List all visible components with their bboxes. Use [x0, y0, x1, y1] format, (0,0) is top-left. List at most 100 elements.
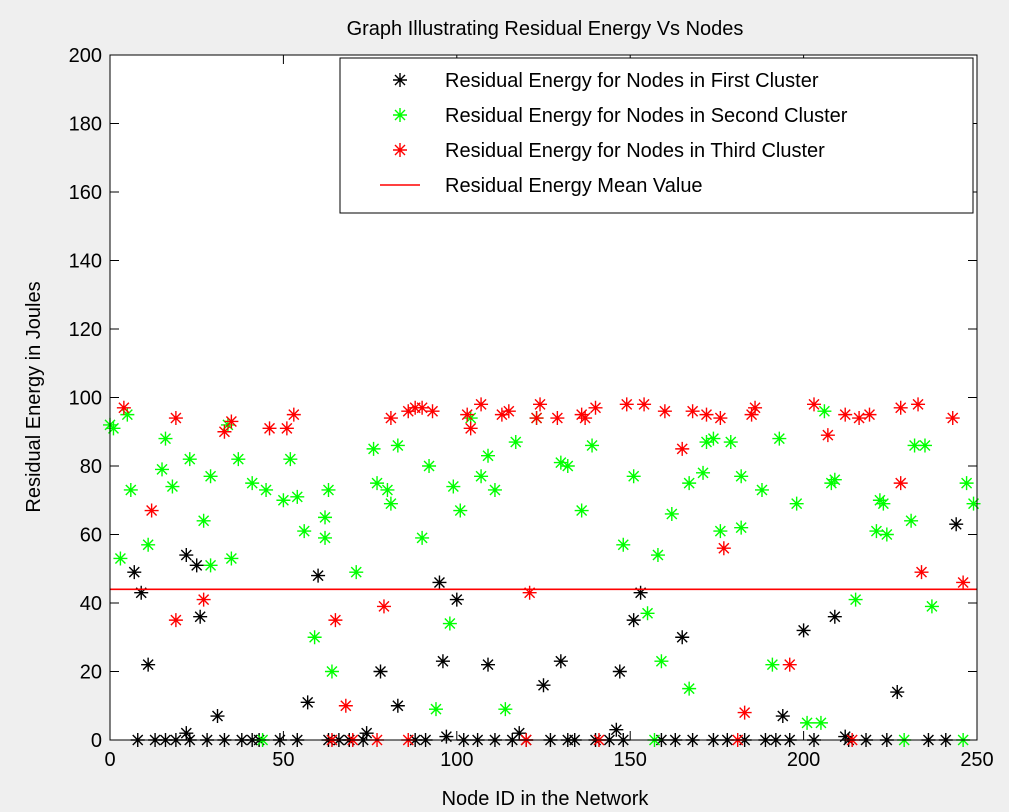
- data-point-second-cluster: [498, 702, 513, 717]
- data-point-third-cluster: [425, 404, 440, 419]
- data-point-third-cluster: [685, 404, 700, 419]
- data-point-second-cluster: [446, 479, 461, 494]
- y-tick-label: 160: [69, 182, 102, 204]
- data-point-third-cluster: [328, 613, 343, 628]
- legend-entry-second-cluster: Residual Energy for Nodes in Second Clus…: [393, 105, 848, 127]
- data-point-second-cluster: [453, 503, 468, 518]
- data-point-second-cluster: [283, 452, 298, 467]
- data-point-second-cluster: [827, 472, 842, 487]
- data-point-second-cluster: [869, 524, 884, 539]
- data-point-second-cluster: [120, 407, 135, 422]
- data-point-third-cluster: [415, 400, 430, 415]
- data-point-first-cluster: [536, 678, 551, 693]
- data-point-second-cluster: [959, 476, 974, 491]
- data-point-first-cluster: [141, 657, 156, 672]
- data-point-third-cluster: [168, 411, 183, 426]
- data-point-third-cluster: [945, 411, 960, 426]
- data-point-second-cluster: [907, 438, 922, 453]
- data-point-third-cluster: [550, 411, 565, 426]
- y-tick-label: 40: [80, 593, 102, 615]
- data-point-first-cluster: [633, 585, 648, 600]
- y-tick-label: 100: [69, 388, 102, 410]
- y-tick-label: 80: [80, 456, 102, 478]
- data-point-first-cluster: [775, 709, 790, 724]
- series-layer: [103, 397, 981, 747]
- data-point-third-cluster: [699, 407, 714, 422]
- data-point-second-cluster: [966, 496, 981, 511]
- x-axis: 0 50 100 150 200 250: [104, 55, 994, 771]
- data-point-third-cluster: [893, 476, 908, 491]
- data-point-second-cluster: [904, 513, 919, 528]
- data-point-first-cluster: [612, 664, 627, 679]
- data-point-third-cluster: [460, 407, 475, 422]
- chart-title: Graph Illustrating Residual Energy Vs No…: [347, 18, 744, 40]
- data-point-third-cluster: [262, 421, 277, 436]
- data-point-third-cluster: [533, 397, 548, 412]
- data-point-third-cluster: [657, 404, 672, 419]
- data-point-second-cluster: [276, 493, 291, 508]
- data-point-third-cluster: [529, 411, 544, 426]
- data-point-second-cluster: [415, 530, 430, 545]
- legend-box: [339, 57, 974, 214]
- data-point-third-cluster: [852, 411, 867, 426]
- data-point-second-cluster: [141, 537, 156, 552]
- data-point-second-cluster: [560, 459, 575, 473]
- data-point-first-cluster: [373, 664, 388, 679]
- data-point-first-cluster: [210, 709, 225, 724]
- data-point-second-cluster: [917, 438, 932, 453]
- data-point-first-cluster: [626, 613, 641, 628]
- data-point-first-cluster: [449, 592, 464, 607]
- data-point-first-cluster: [439, 729, 454, 744]
- data-point-third-cluster: [383, 411, 398, 426]
- data-point-first-cluster: [609, 722, 624, 737]
- data-point-second-cluster: [772, 431, 787, 446]
- data-point-third-cluster: [893, 400, 908, 415]
- legend-entries: Residual Energy for Nodes in First Clust…: [380, 70, 848, 197]
- data-point-third-cluster: [144, 503, 159, 518]
- y-axis-label: Residual Energy in Joules: [23, 281, 45, 512]
- data-point-second-cluster: [626, 469, 641, 484]
- data-point-first-cluster: [193, 609, 208, 624]
- x-axis-label: Node ID in the Network: [442, 788, 650, 810]
- data-point-second-cluster: [813, 715, 828, 730]
- y-tick-label: 120: [69, 319, 102, 341]
- data-point-third-cluster: [716, 541, 731, 556]
- data-point-second-cluster: [259, 482, 274, 497]
- data-point-third-cluster: [494, 407, 509, 422]
- x-tick-label: 0: [104, 749, 115, 771]
- data-point-first-cluster: [481, 657, 496, 672]
- data-point-first-cluster: [127, 565, 142, 580]
- data-point-third-cluster: [619, 397, 634, 412]
- data-point-third-cluster: [914, 565, 929, 580]
- data-point-third-cluster: [522, 585, 537, 600]
- data-point-second-cluster: [231, 452, 246, 467]
- y-tick-label: 140: [69, 251, 102, 273]
- data-point-second-cluster: [754, 482, 769, 497]
- data-point-first-cluster: [179, 548, 194, 563]
- data-point-second-cluster: [481, 448, 496, 463]
- data-point-second-cluster: [713, 524, 728, 539]
- data-point-third-cluster: [338, 698, 353, 713]
- data-point-third-cluster: [675, 441, 690, 456]
- legend-star-marker: [393, 108, 407, 122]
- data-point-second-cluster: [508, 435, 523, 450]
- data-point-second-cluster: [734, 520, 749, 535]
- data-point-second-cluster: [318, 510, 333, 525]
- y-tick-label: 20: [80, 662, 102, 684]
- data-point-third-cluster: [862, 407, 877, 422]
- data-point-second-cluster: [817, 404, 832, 419]
- data-point-second-cluster: [203, 469, 218, 484]
- data-point-first-cluster: [432, 575, 447, 590]
- y-tick-label: 60: [80, 525, 102, 547]
- data-point-third-cluster: [956, 575, 971, 590]
- data-point-first-cluster: [311, 568, 326, 583]
- data-point-third-cluster: [463, 421, 478, 436]
- x-tick-label: 100: [440, 749, 473, 771]
- data-point-first-cluster: [796, 623, 811, 638]
- data-point-second-cluster: [800, 715, 815, 730]
- data-point-second-cluster: [585, 438, 600, 453]
- data-point-first-cluster: [553, 654, 568, 669]
- data-point-first-cluster: [512, 726, 527, 741]
- x-tick-label: 150: [614, 749, 647, 771]
